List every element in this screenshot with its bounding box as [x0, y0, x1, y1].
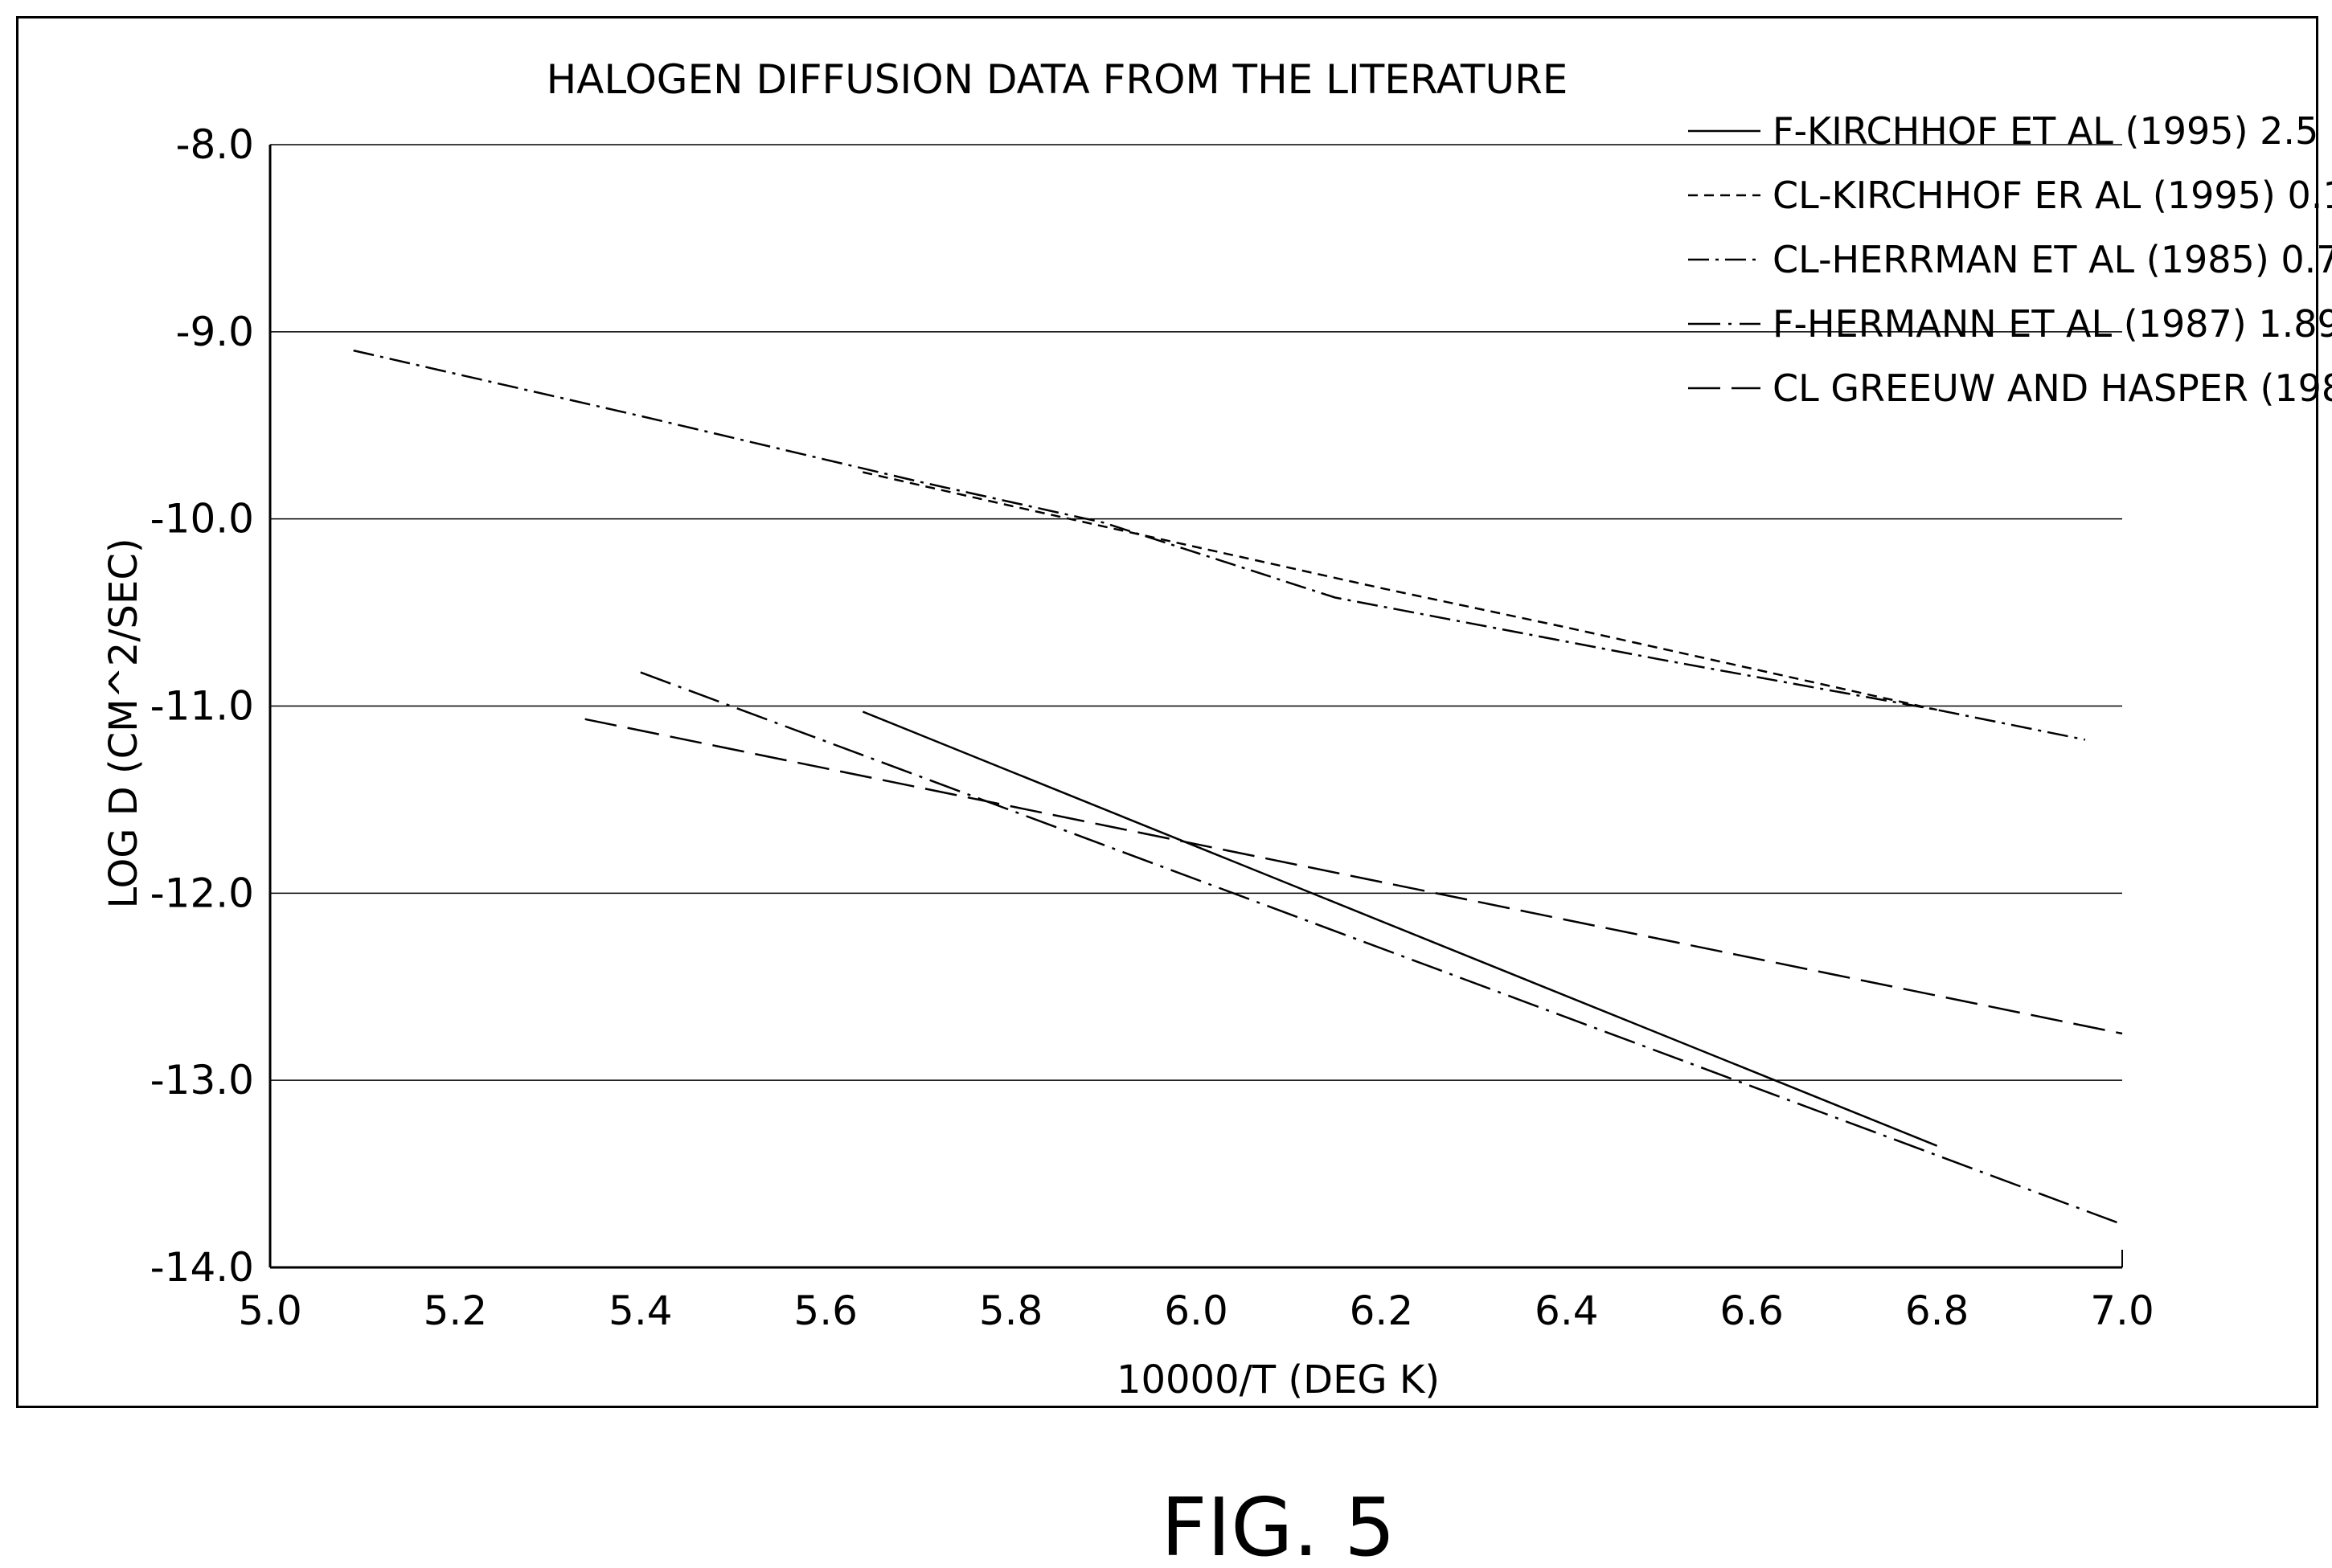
x-tick-label: 6.8 — [1905, 1288, 1969, 1334]
x-tick-label: 6.6 — [1719, 1288, 1784, 1334]
y-tick-labels: -8.0 -9.0 -10.0 -11.0 -12.0 -13.0 -14.0 — [150, 121, 254, 1291]
legend: F-KIRCHHOF ET AL (1995) 2.5 MOLE % CL-KIR… — [1688, 109, 2332, 410]
x-tick-label: 5.0 — [238, 1288, 302, 1334]
y-tick-label: -10.0 — [150, 496, 254, 542]
x-tick-label: 6.0 — [1164, 1288, 1228, 1334]
y-tick-label: -13.0 — [150, 1057, 254, 1103]
x-tick-labels: 5.0 5.2 5.4 5.6 5.8 6.0 6.2 6.4 6.6 6.8 7.0 — [238, 1288, 2154, 1334]
y-tick-label: -14.0 — [150, 1244, 254, 1291]
legend-label-3: CL-HERRMAN ET AL (1985) 0.7-1.7 MOLE % — [1773, 238, 2332, 281]
series-line-4 — [640, 671, 2123, 1226]
y-tick-label: -11.0 — [150, 683, 254, 730]
y-tick-label: -8.0 — [175, 121, 254, 168]
y-tick-label: -9.0 — [175, 309, 254, 355]
x-tick-label: 5.2 — [424, 1288, 488, 1334]
series-line-5 — [584, 718, 2123, 1035]
x-axis-label: 10000/T (DEG K) — [1117, 1357, 1440, 1402]
x-tick-label: 5.8 — [979, 1288, 1043, 1334]
legend-label-2: CL-KIRCHHOF ER AL (1995) 0.1 MOLE % — [1773, 174, 2332, 217]
y-tick-label: -12.0 — [150, 870, 254, 916]
legend-label-4: F-HERMANN ET AL (1987) 1.89 MOLE % — [1773, 302, 2332, 346]
grid — [268, 144, 2123, 1269]
chart-frame — [16, 16, 2318, 1408]
series-lines — [353, 349, 2123, 1226]
chart-title: HALOGEN DIFFUSION DATA FROM THE LITERATU… — [547, 56, 1568, 103]
series-line-1 — [862, 710, 1938, 1147]
x-tick-label: 6.4 — [1535, 1288, 1599, 1334]
x-tick-label: 5.4 — [609, 1288, 673, 1334]
legend-label-5: CL GREEUW AND HASPER (1981) ? MOLE % — [1773, 366, 2332, 410]
x-tick-label: 6.2 — [1350, 1288, 1414, 1334]
series-line-3 — [353, 349, 2086, 741]
x-tick-label: 5.6 — [793, 1288, 858, 1334]
x-tick-label: 7.0 — [2090, 1288, 2154, 1334]
figure-label: FIG. 5 — [1161, 1480, 1396, 1568]
series-line-2 — [863, 471, 1937, 711]
legend-label-1: F-KIRCHHOF ET AL (1995) 2.5 MOLE % — [1773, 109, 2332, 153]
y-axis-label: LOG D (CM^2/SEC) — [101, 538, 146, 908]
